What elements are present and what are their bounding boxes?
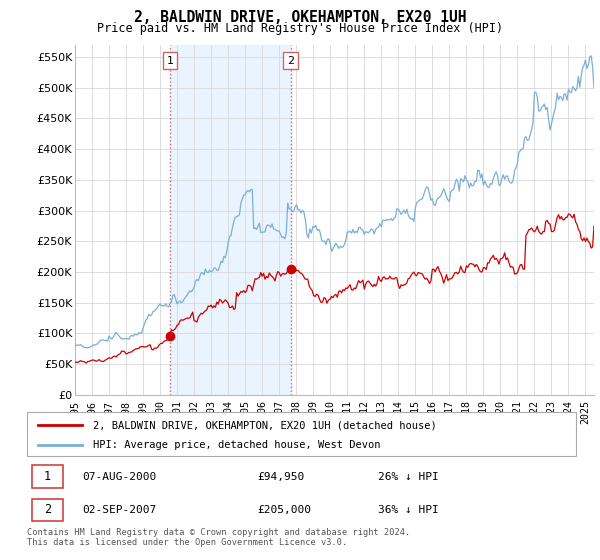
Text: 2: 2 bbox=[44, 503, 51, 516]
Text: 2: 2 bbox=[287, 55, 294, 66]
Text: 2, BALDWIN DRIVE, OKEHAMPTON, EX20 1UH (detached house): 2, BALDWIN DRIVE, OKEHAMPTON, EX20 1UH (… bbox=[93, 420, 437, 430]
FancyBboxPatch shape bbox=[32, 465, 62, 488]
Text: Price paid vs. HM Land Registry's House Price Index (HPI): Price paid vs. HM Land Registry's House … bbox=[97, 22, 503, 35]
Text: £205,000: £205,000 bbox=[257, 505, 311, 515]
Text: 1: 1 bbox=[166, 55, 173, 66]
Text: HPI: Average price, detached house, West Devon: HPI: Average price, detached house, West… bbox=[93, 440, 380, 450]
Bar bbox=[170, 45, 290, 395]
Text: £94,950: £94,950 bbox=[257, 472, 305, 482]
FancyBboxPatch shape bbox=[27, 412, 576, 456]
Text: 2, BALDWIN DRIVE, OKEHAMPTON, EX20 1UH: 2, BALDWIN DRIVE, OKEHAMPTON, EX20 1UH bbox=[134, 10, 466, 25]
Text: 02-SEP-2007: 02-SEP-2007 bbox=[82, 505, 156, 515]
Text: 36% ↓ HPI: 36% ↓ HPI bbox=[379, 505, 439, 515]
Text: Contains HM Land Registry data © Crown copyright and database right 2024.
This d: Contains HM Land Registry data © Crown c… bbox=[27, 528, 410, 547]
FancyBboxPatch shape bbox=[32, 498, 62, 521]
Text: 07-AUG-2000: 07-AUG-2000 bbox=[82, 472, 156, 482]
Text: 26% ↓ HPI: 26% ↓ HPI bbox=[379, 472, 439, 482]
Text: 1: 1 bbox=[44, 470, 51, 483]
